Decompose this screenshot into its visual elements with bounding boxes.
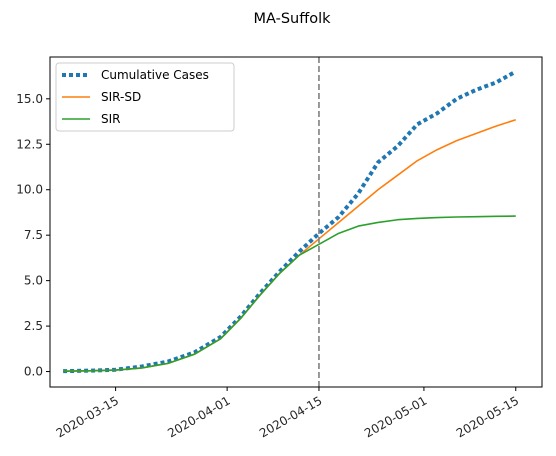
y-tick-label: 0.0 xyxy=(24,365,43,379)
y-tick-label: 12.5 xyxy=(16,137,43,151)
axes-frame xyxy=(49,56,543,388)
x-axis: 2020-03-15 2020-04-01 2020-04-15 2020-05-01… xyxy=(54,387,521,440)
y-axis: 0.0 2.5 5.0 7.5 10.0 12.5 15.0 xyxy=(16,92,50,379)
x-tick-label: 2020-03-15 xyxy=(54,393,121,440)
y-tick-label: 7.5 xyxy=(24,228,43,242)
chart-title: MA-Suffolk xyxy=(253,11,331,27)
legend-label-sir: SIR xyxy=(101,112,121,126)
legend: Cumulative Cases SIR-SD SIR xyxy=(55,62,235,132)
x-tick-label: 2020-05-01 xyxy=(362,393,429,440)
y-tick-label: 5.0 xyxy=(24,274,43,288)
legend-label-cumulative-cases: Cumulative Cases xyxy=(101,68,209,82)
x-tick-label: 2020-04-01 xyxy=(165,393,232,440)
legend-label-sir-sd: SIR-SD xyxy=(101,90,141,104)
y-tick-label: 2.5 xyxy=(24,319,43,333)
legend-box xyxy=(55,62,235,132)
series-line-sir xyxy=(63,215,516,372)
series-line-sir-sd xyxy=(63,118,517,372)
x-tick-label: 2020-05-15 xyxy=(454,393,521,440)
series-layer xyxy=(63,69,517,374)
x-tick-label: 2020-04-15 xyxy=(257,393,324,440)
series-line-cumulative-cases xyxy=(63,69,517,374)
y-tick-label: 15.0 xyxy=(16,92,43,106)
y-tick-label: 10.0 xyxy=(16,183,43,197)
